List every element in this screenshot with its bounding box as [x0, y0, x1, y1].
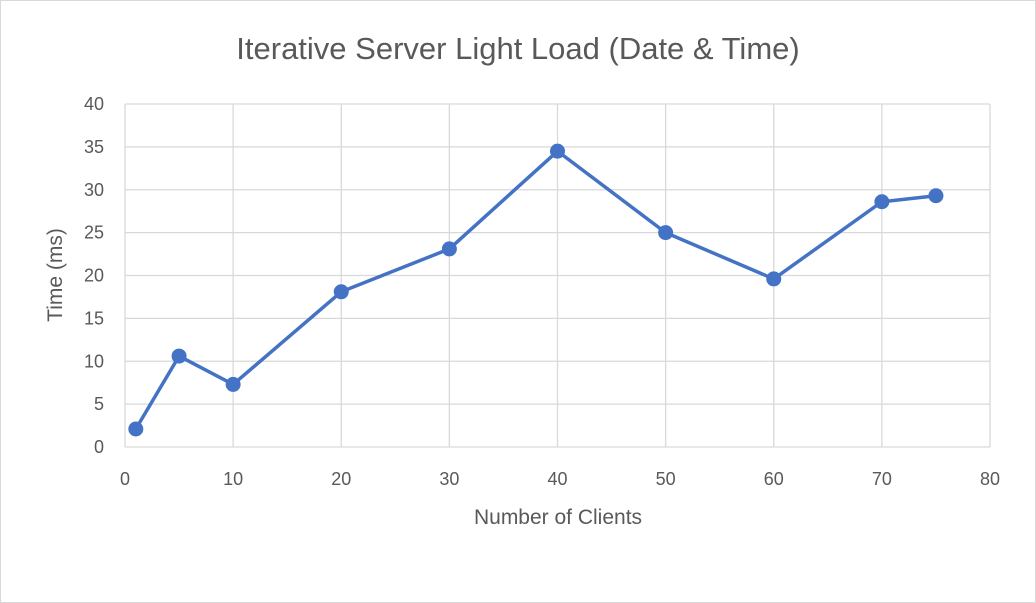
data-point-3	[333, 284, 349, 300]
x-tick-label-0: 0	[120, 469, 130, 489]
x-axis-ticks: 0 10 20 30 40 50 60 70 80	[120, 469, 1000, 489]
x-tick-label-8: 80	[980, 469, 1000, 489]
data-point-4	[441, 241, 457, 257]
data-point-5	[550, 143, 565, 159]
x-tick-label-6: 60	[764, 469, 784, 489]
y-axis-ticks: 0 5 10 15 20 25 30 35 40	[84, 94, 104, 457]
gridlines	[124, 103, 991, 448]
x-axis-title: Number of Clients	[474, 506, 642, 529]
y-tick-label-3: 15	[84, 308, 104, 328]
x-tick-label-7: 70	[872, 469, 892, 489]
x-tick-label-1: 10	[223, 469, 243, 489]
data-point-6	[658, 225, 674, 241]
data-point-1	[171, 348, 187, 364]
x-tick-label-2: 20	[331, 469, 351, 489]
data-point-7	[766, 271, 782, 287]
y-tick-label-6: 30	[84, 180, 104, 200]
y-axis-title: Time (ms)	[44, 228, 67, 322]
y-tick-label-0: 0	[94, 437, 104, 457]
x-tick-label-5: 50	[656, 469, 676, 489]
y-tick-label-5: 25	[84, 223, 104, 243]
y-tick-label-8: 40	[84, 94, 104, 114]
series-layer	[128, 143, 944, 437]
chart-title: Iterative Server Light Load (Date & Time…	[236, 31, 799, 66]
data-point-9	[928, 188, 944, 204]
series-line-0	[134, 149, 938, 431]
data-point-2	[225, 376, 241, 392]
x-tick-label-3: 30	[439, 469, 459, 489]
data-point-0	[128, 421, 144, 437]
x-tick-label-4: 40	[547, 469, 567, 489]
y-tick-label-2: 10	[84, 351, 104, 371]
y-tick-label-4: 20	[84, 266, 104, 286]
y-tick-label-7: 35	[84, 137, 104, 157]
y-tick-label-1: 5	[94, 394, 104, 414]
data-point-8	[874, 194, 890, 210]
